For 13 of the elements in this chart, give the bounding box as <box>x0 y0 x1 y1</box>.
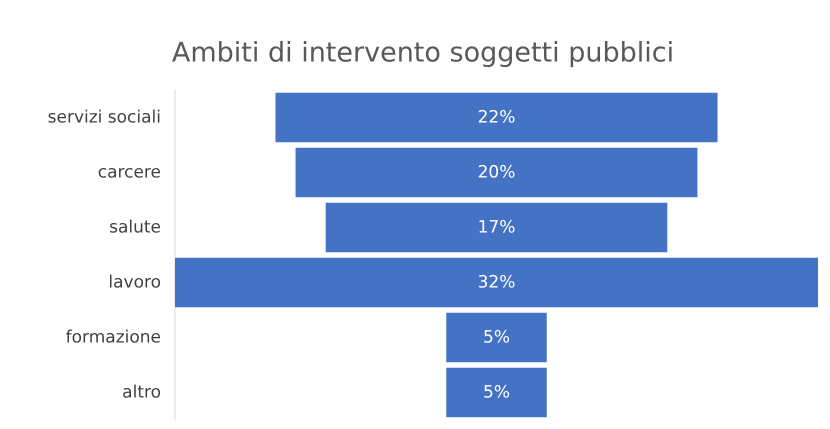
text: Ambiti di intervento soggetti pubblici <box>172 38 674 68</box>
data-label: 5% <box>483 328 510 348</box>
category-label: carcere <box>98 162 161 182</box>
data-label: 22% <box>478 108 516 128</box>
category-label: servizi sociali <box>48 108 161 128</box>
category-label: lavoro <box>108 272 161 292</box>
category-label: salute <box>109 218 161 238</box>
data-label: 32% <box>478 272 516 292</box>
category-label: altro <box>122 382 161 402</box>
data-label: 5% <box>483 382 510 402</box>
category-label: formazione <box>66 328 161 348</box>
data-label: 20% <box>478 162 516 182</box>
data-label: 17% <box>478 218 516 238</box>
